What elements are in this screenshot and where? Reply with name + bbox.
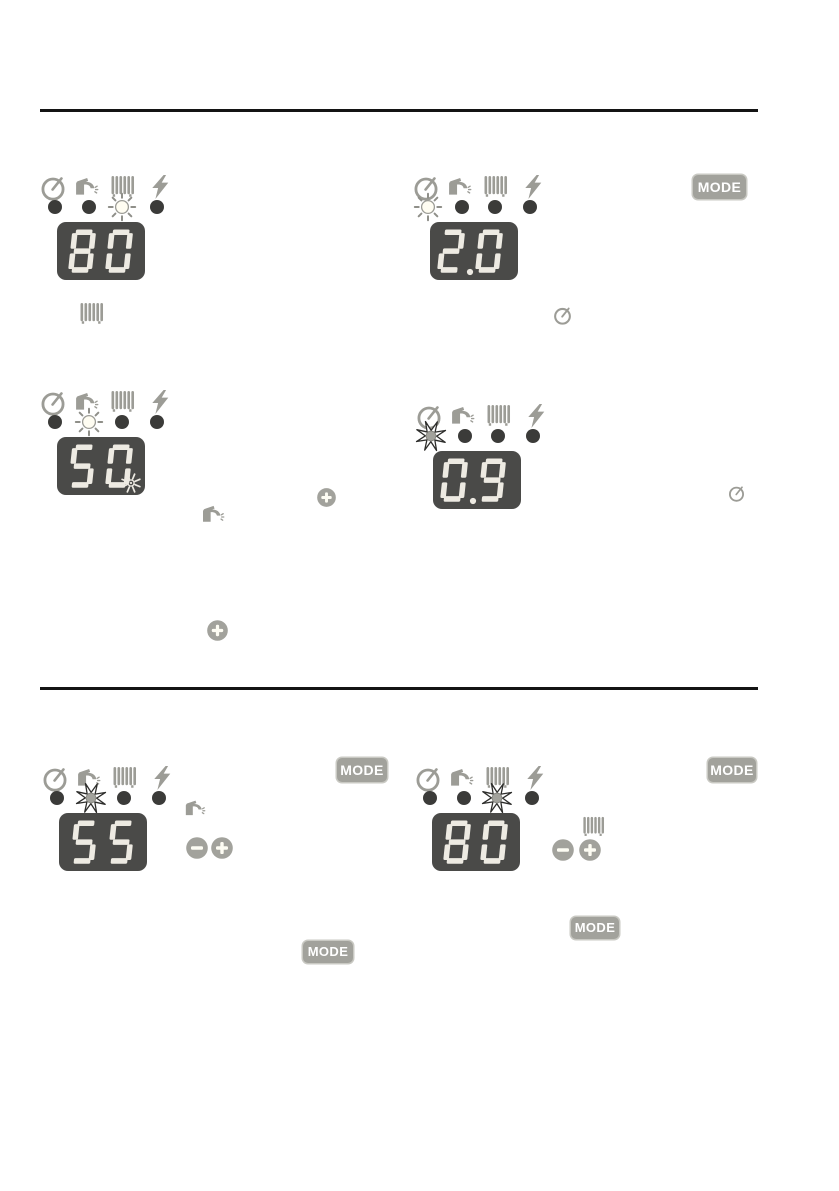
section-divider	[40, 109, 758, 112]
timer-icon	[413, 175, 439, 201]
timer-icon	[728, 485, 745, 502]
led-off-icon	[72, 190, 106, 224]
radiator-icon	[486, 404, 511, 427]
control-panel-figure	[40, 175, 190, 295]
tap-icon	[76, 766, 102, 790]
led-off-icon	[481, 419, 515, 453]
led-flashing-star-icon	[74, 781, 108, 815]
bolt-icon	[150, 390, 169, 414]
led-off-icon	[105, 405, 139, 439]
led-off-icon	[447, 781, 481, 815]
mode-button[interactable]: MODE	[337, 758, 387, 782]
radiator-icon	[485, 766, 510, 789]
control-panel-figure	[413, 175, 563, 295]
led-flashing-star-icon	[480, 781, 514, 815]
led-off-icon	[448, 419, 482, 453]
lcd-display	[59, 813, 147, 871]
timer-icon	[42, 766, 68, 792]
led-off-icon	[445, 190, 479, 224]
minus-button[interactable]	[552, 839, 574, 861]
tap-icon	[201, 503, 226, 526]
bolt-icon	[525, 766, 544, 790]
led-off-icon	[515, 781, 549, 815]
mode-button[interactable]: MODE	[693, 175, 746, 199]
timer-icon	[40, 175, 66, 201]
led-off-icon	[478, 190, 512, 224]
plus-button[interactable]	[317, 488, 336, 507]
tap-icon	[447, 175, 473, 199]
section-divider	[40, 687, 758, 690]
radiator-icon	[483, 175, 508, 198]
bolt-icon	[152, 766, 171, 790]
led-off-icon	[513, 190, 547, 224]
led-flashing-star-icon	[414, 419, 448, 453]
tap-icon	[74, 390, 100, 414]
radiator-icon	[110, 175, 135, 198]
bolt-icon	[526, 404, 545, 428]
control-panel-figure	[40, 390, 190, 510]
control-panel-figure	[415, 766, 565, 886]
timer-icon	[40, 390, 66, 416]
radiator-icon	[582, 816, 605, 837]
led-off-icon	[142, 781, 176, 815]
radiator-icon	[79, 302, 104, 325]
timer-icon	[415, 766, 441, 792]
led-off-icon	[40, 781, 74, 815]
bolt-icon	[523, 175, 542, 199]
lcd-display	[430, 222, 518, 280]
led-off-icon	[38, 190, 72, 224]
mode-button[interactable]: MODE	[708, 758, 756, 782]
plus-button[interactable]	[207, 620, 228, 641]
tap-icon	[449, 766, 475, 790]
lcd-display	[432, 813, 520, 871]
control-panel-figure	[414, 404, 566, 524]
plus-button[interactable]	[211, 837, 233, 859]
led-off-icon	[38, 405, 72, 439]
led-off-icon	[413, 781, 447, 815]
tap-icon	[450, 404, 476, 428]
led-off-icon	[107, 781, 141, 815]
led-flashing-sun-icon	[72, 405, 106, 439]
led-flashing-sun-icon	[105, 190, 139, 224]
radiator-icon	[110, 390, 135, 413]
led-off-icon	[516, 419, 550, 453]
led-flashing-sun-icon	[411, 190, 445, 224]
led-off-icon	[140, 190, 174, 224]
mode-button[interactable]: MODE	[303, 941, 353, 963]
mode-button[interactable]: MODE	[571, 917, 619, 939]
lcd-display	[433, 451, 521, 509]
bolt-icon	[150, 175, 169, 199]
control-panel-figure	[42, 766, 192, 886]
radiator-icon	[112, 766, 137, 789]
minus-button[interactable]	[186, 837, 208, 859]
lcd-display	[57, 437, 145, 495]
timer-icon	[553, 306, 572, 325]
tap-icon	[74, 175, 100, 199]
plus-button[interactable]	[579, 839, 601, 861]
led-off-icon	[140, 405, 174, 439]
lcd-display	[57, 222, 145, 280]
tap-icon	[184, 798, 207, 819]
